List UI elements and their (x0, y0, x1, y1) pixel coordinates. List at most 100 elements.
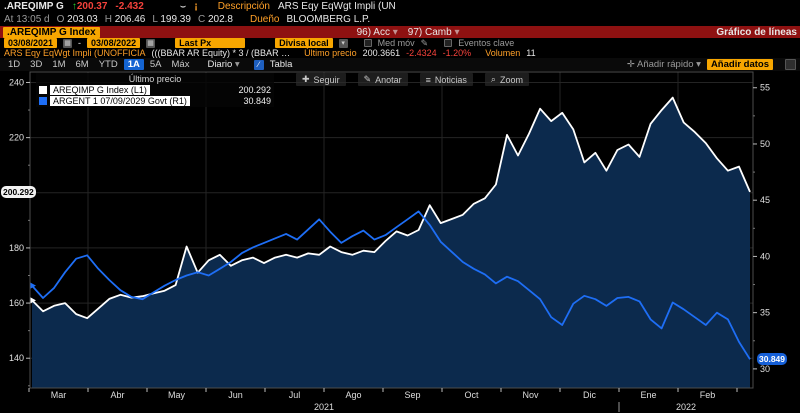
chevron-down-icon: ▾ (392, 26, 398, 38)
context-ticker-input[interactable]: .AREQIMP G Index (3, 26, 100, 38)
series-swatch (39, 86, 47, 94)
quick-add-button[interactable]: ✛ Añadir rápido ▾ (626, 59, 701, 70)
mov-avg-checkbox[interactable] (363, 39, 372, 47)
svg-text:30: 30 (760, 364, 770, 374)
price-field-select[interactable]: Last Px (175, 38, 246, 48)
svg-text:240: 240 (9, 77, 24, 87)
formula-text: (((BBAR AR Equity) * 3 / (BBAR … (151, 48, 291, 58)
chevron-down-icon[interactable]: ▾ (338, 38, 348, 48)
open-group: O 203.03 (56, 14, 98, 25)
svg-text:Feb: Feb (700, 390, 716, 400)
legend-item[interactable]: ARGENT 1 07/09/2029 Govt (R1) 30.849 (39, 96, 271, 106)
calendar-icon[interactable]: ▦ (63, 38, 73, 48)
tab-range-ytd[interactable]: YTD (98, 59, 118, 70)
last-price-label: Último precio (304, 48, 357, 58)
date-range-separator: - (78, 38, 82, 48)
svg-text:2022: 2022 (676, 402, 696, 412)
key-events-label: Eventos clave (458, 38, 515, 48)
tab-range-máx[interactable]: Máx (171, 59, 190, 70)
trend-curve-icon: ⌣ (179, 1, 187, 12)
key-events-checkbox[interactable] (444, 39, 453, 47)
svg-text:Oct: Oct (464, 390, 479, 400)
add-data-button[interactable]: Añadir datos (706, 59, 773, 70)
open-value: 203.03 (67, 14, 98, 25)
svg-text:40: 40 (760, 251, 770, 261)
date-from-input[interactable]: 03/08/2021 (4, 38, 58, 48)
date-to-input[interactable]: 03/08/2022 (87, 38, 141, 48)
legend-item[interactable]: AREQIMP G Index (L1) 200.292 (39, 85, 271, 95)
chevron-down-icon: ▾ (234, 59, 240, 70)
tick-up-icon: ↑ (71, 1, 77, 12)
period-select[interactable]: Diario ▾ (207, 59, 240, 70)
menu-item-acciones[interactable]: 96) Acc ▾ (356, 26, 398, 38)
chart-tool-noticias[interactable]: ≡ Noticias (419, 73, 473, 86)
alert-icon: ¡ (194, 1, 198, 12)
mov-avg-label: Med móv (377, 38, 415, 48)
change-value: -2.4324 (406, 48, 437, 58)
pencil-icon[interactable]: ✎ (420, 37, 429, 48)
settings-bar: 03/08/2021 ▦ - 03/08/2022 ▦ Last Px Divi… (0, 38, 800, 48)
volume-label: Volumen (485, 48, 521, 58)
formula-bar: ARS Eqy EqWgt Impli (UNOFFICIA (((BBAR A… (0, 48, 800, 58)
svg-text:Ene: Ene (640, 390, 656, 400)
chart-tool-seguir[interactable]: ✚ Seguir (296, 73, 346, 86)
price-chart[interactable]: 240 220 180 160 140 55 50 45 40 35 30 Mar Abr May Jun J… (0, 71, 800, 413)
tab-range-3d[interactable]: 3D (30, 59, 43, 70)
tab-range-1d[interactable]: 1D (8, 59, 21, 70)
svg-text:55: 55 (760, 83, 770, 93)
menu-item-cambiar[interactable]: 97) Camb ▾ (407, 26, 460, 38)
chart-type-icon[interactable]: ∕ (253, 59, 264, 70)
svg-text:50: 50 (760, 139, 770, 149)
tab-range-6m[interactable]: 6M (75, 59, 89, 70)
price-change: -2.432 (115, 1, 144, 12)
volume-value: 11 (526, 48, 536, 58)
series-label: ARGENT 1 07/09/2029 Govt (R1) (50, 96, 190, 106)
chart-legend: Último precio AREQIMP G Index (L1) 200.29… (36, 73, 274, 107)
chart-area[interactable]: 240 220 180 160 140 55 50 45 40 35 30 Mar Abr May Jun J… (0, 71, 800, 413)
anotar-icon: ✎ (363, 74, 372, 84)
svg-text:Jul: Jul (289, 390, 301, 400)
last-price-axis-badge: 200.292 (1, 185, 36, 198)
svg-text:2021: 2021 (314, 402, 334, 412)
low-value: 199.39 (160, 14, 191, 25)
tab-bar: 1D 3D 1M 6M YTD 1A 5A Máx Diario ▾ ∕ Tabla ✛ Añ… (0, 58, 800, 71)
tab-range-5a[interactable]: 5A (149, 59, 162, 70)
currency-select[interactable]: Divisa local (275, 38, 333, 48)
high-value: 206.46 (114, 14, 146, 25)
series-label: AREQIMP G Index (L1) (50, 85, 150, 95)
calendar-icon[interactable]: ▦ (146, 38, 156, 48)
last-price: 200.37 (76, 1, 108, 12)
high-group: H 206.46 (104, 14, 146, 25)
svg-text:May: May (168, 390, 186, 400)
zoom-icon: ⌕ (490, 74, 496, 84)
chart-tool-zoom[interactable]: ⌕ Zoom (484, 73, 529, 86)
table-button[interactable]: Tabla (269, 59, 293, 70)
svg-text:Dic: Dic (583, 390, 596, 400)
menu-bar: .AREQIMP G Index 96) Acc ▾ 97) Camb ▾ Gr… (0, 26, 800, 38)
svg-text:45: 45 (760, 195, 770, 205)
change-pct: -1.20% (442, 48, 472, 58)
tab-range-1a[interactable]: 1A (123, 59, 144, 70)
panel-control-button[interactable] (785, 59, 796, 70)
svg-text:Abr: Abr (110, 390, 124, 400)
plus-icon: ✛ (626, 59, 635, 70)
low-group: L 199.39 (152, 14, 191, 25)
ohlc-bar: At 13:05 d O 203.03 H 206.46 L 199.39 C … (0, 13, 800, 26)
svg-text:220: 220 (9, 133, 24, 143)
owner-label: Dueño (249, 14, 280, 25)
svg-text:Ago: Ago (345, 390, 361, 400)
ticker-symbol: .AREQIMP G (4, 1, 64, 12)
title-bar: .AREQIMP G ↑200.37 -2.432 ⌣ ¡ Descripció… (0, 0, 800, 13)
security-name: ARS Eqy EqWgt Impli (UNOFFICIA (4, 48, 146, 58)
tab-range-1m[interactable]: 1M (52, 59, 66, 70)
svg-text:35: 35 (760, 308, 770, 318)
chevron-down-icon: ▾ (454, 26, 460, 38)
chart-tool-anotar[interactable]: ✎ Anotar (357, 73, 408, 86)
close-group: C 202.8 (197, 14, 233, 25)
chevron-down-icon: ▾ (696, 59, 701, 70)
noticias-icon: ≡ (425, 74, 431, 85)
legend-header: Último precio (128, 74, 182, 84)
last-price-value: 200.3661 (362, 48, 401, 58)
owner-value: BLOOMBERG L.P. (286, 14, 371, 25)
svg-text:180: 180 (9, 243, 24, 253)
